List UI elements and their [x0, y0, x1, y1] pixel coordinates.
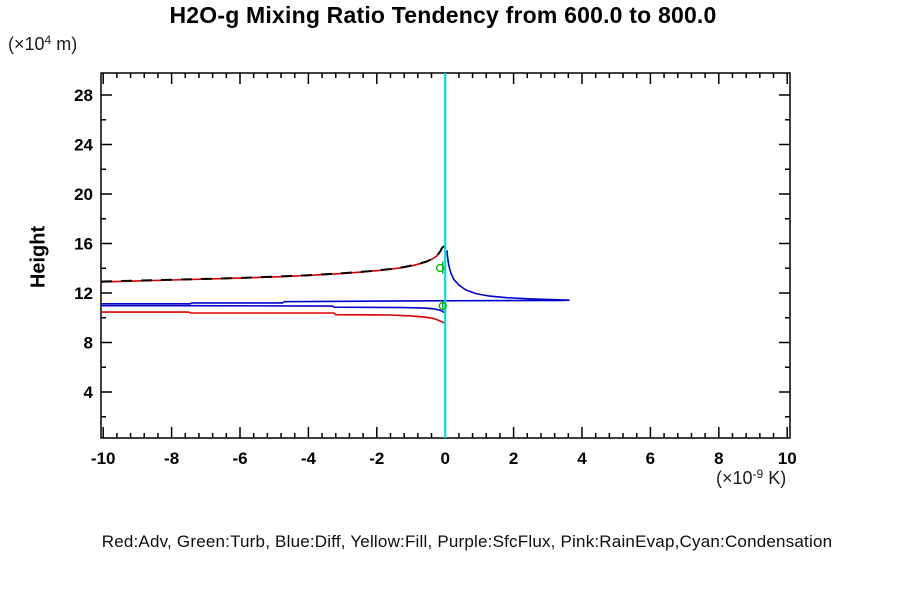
marker-turb: [435, 263, 445, 273]
y-tick-label: 28: [74, 86, 93, 105]
x-tick-label: 10: [778, 449, 797, 468]
series-markers: [435, 263, 447, 311]
x-tick-label: 0: [440, 449, 449, 468]
plot-box: [100, 72, 791, 439]
y-tick-label: 20: [74, 185, 93, 204]
axis-ticks: [101, 73, 790, 438]
x-tick-label: 8: [714, 449, 723, 468]
y-tick-label: 16: [74, 235, 93, 254]
series-adv: [101, 311, 446, 324]
x-tick-label: -10: [91, 449, 116, 468]
y-tick-label: 24: [74, 136, 93, 155]
marker-turb: [438, 301, 447, 311]
legend-text: Red:Adv, Green:Turb, Blue:Diff, Yellow:F…: [101, 532, 833, 551]
y-axis-title: Height: [27, 225, 50, 289]
x-tick-label: 6: [646, 449, 655, 468]
x-tick-label: 4: [577, 449, 587, 468]
curves: [101, 73, 570, 438]
x-unit-pre: (×10: [716, 468, 753, 488]
y-tick-label: 12: [74, 284, 93, 303]
page-title: H2O-g Mixing Ratio Tendency from 600.0 t…: [169, 2, 717, 28]
x-tick-label: -2: [369, 449, 384, 468]
y-tick-label: 8: [84, 334, 93, 353]
x-tick-label: -6: [232, 449, 247, 468]
y-unit-pre: (×10: [8, 34, 45, 54]
y-unit-superscript: 4: [44, 33, 52, 47]
series-diff: [101, 304, 446, 314]
y-axis-unit-label: (×104 m): [8, 33, 77, 55]
x-tick-label: -8: [164, 449, 179, 468]
x-tick-label: -4: [301, 449, 317, 468]
series-diff: [101, 250, 570, 305]
x-tick-label: 2: [509, 449, 518, 468]
y-unit-post: m): [51, 34, 78, 54]
x-unit-post: K): [763, 468, 787, 488]
x-axis-unit-label: (×10-9 K): [716, 467, 786, 489]
series-adv: [101, 245, 445, 283]
x-unit-superscript: -9: [752, 467, 764, 481]
series-dashed_black_overlay: [101, 245, 445, 283]
y-tick-label: 4: [84, 383, 94, 402]
